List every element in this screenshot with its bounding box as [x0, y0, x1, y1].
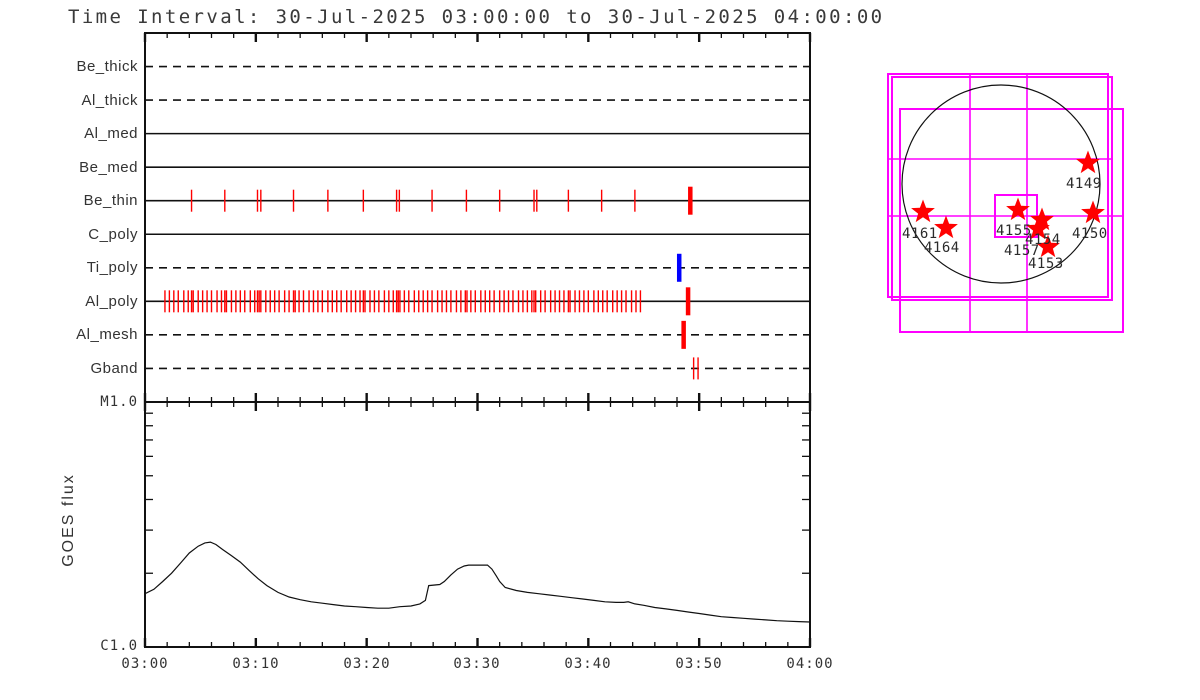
- fov-square: [899, 108, 1124, 333]
- x-tick-label-0400: 04:00: [786, 656, 834, 672]
- filter-row-label-al-mesh: Al_mesh: [76, 326, 138, 343]
- x-tick-label-0340: 03:40: [564, 656, 612, 672]
- x-tick-label-0310: 03:10: [232, 656, 280, 672]
- filter-row-label-al-thick: Al_thick: [81, 92, 138, 109]
- goes-panel-border: [144, 401, 811, 648]
- flare-star: [1081, 200, 1105, 224]
- filter-row-label-ti-poly: Ti_poly: [86, 259, 138, 276]
- filter-row-label-be-med: Be_med: [79, 159, 138, 176]
- sun-disk: [901, 84, 1101, 284]
- plot-title: Time Interval: 30-Jul-2025 03:00:00 to 3…: [68, 6, 885, 28]
- active-region-label-4157: 4157: [1004, 243, 1040, 259]
- flare-star: [934, 215, 958, 239]
- flare-star: [1036, 234, 1060, 258]
- active-region-label-4154: 4154: [1025, 232, 1061, 248]
- filter-row-label-al-med: Al_med: [84, 125, 138, 142]
- active-region-label-4161: 4161: [902, 226, 938, 242]
- flare-star: [1006, 197, 1030, 221]
- x-tick-label-0350: 03:50: [675, 656, 723, 672]
- flare-star: [1076, 150, 1100, 174]
- active-region-label-4155: 4155: [996, 223, 1032, 239]
- x-tick-label-0320: 03:20: [343, 656, 391, 672]
- goes-y-axis-label: GOES flux: [60, 473, 77, 567]
- timeline-panel-border: [144, 32, 811, 403]
- filter-row-label-gband: Gband: [90, 360, 138, 377]
- filter-row-label-be-thin: Be_thin: [83, 192, 138, 209]
- goes-ytick-top: M1.0: [100, 394, 138, 410]
- goes-ytick-bottom: C1.0: [100, 638, 138, 654]
- fov-square: [887, 73, 1109, 298]
- filter-row-label-al-poly: Al_poly: [85, 293, 138, 310]
- active-region-label-4150: 4150: [1072, 226, 1108, 242]
- active-region-label-4164: 4164: [924, 240, 960, 256]
- filter-row-label-c-poly: C_poly: [88, 226, 138, 243]
- flare-star: [911, 199, 935, 223]
- goes-flux-curve: [144, 541, 811, 623]
- flare-star: [1030, 207, 1054, 231]
- flare-star: [1026, 216, 1050, 240]
- fov-square: [891, 76, 1113, 301]
- x-tick-label-0300: 03:00: [121, 656, 169, 672]
- filter-row-label-be-thick: Be_thick: [76, 58, 138, 75]
- active-region-label-4153: 4153: [1028, 256, 1064, 272]
- x-tick-label-0330: 03:30: [453, 656, 501, 672]
- active-region-label-4149: 4149: [1066, 176, 1102, 192]
